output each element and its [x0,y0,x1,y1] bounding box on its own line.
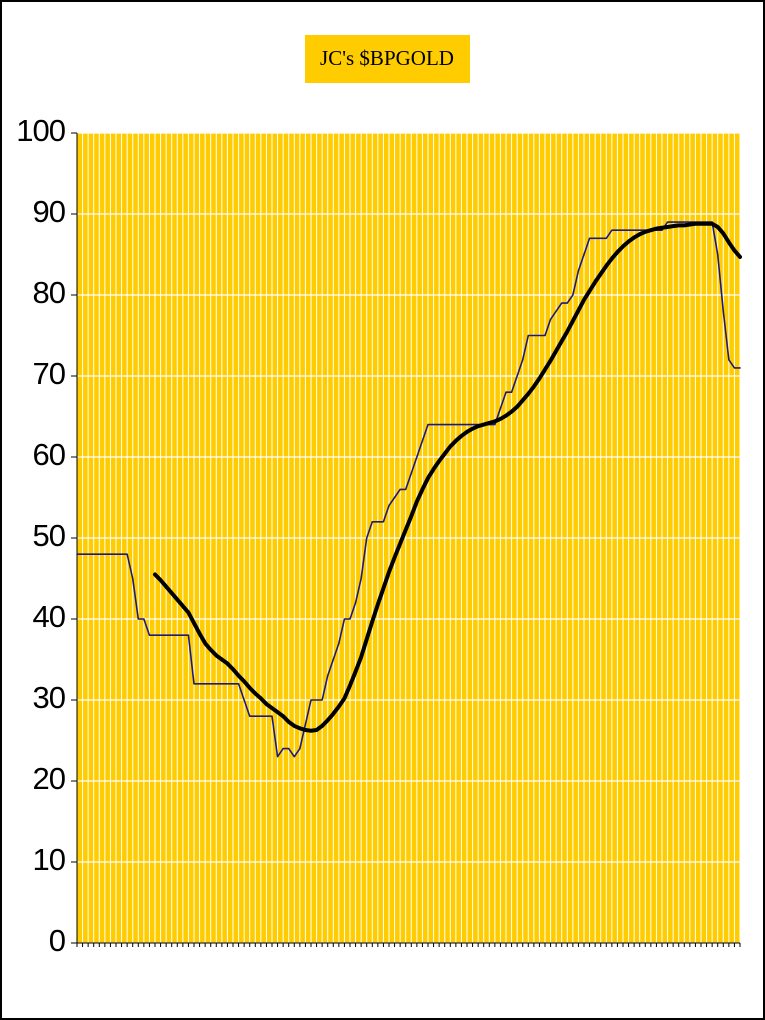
series-line [153,221,742,733]
series-line [76,221,741,758]
title-box [305,35,470,83]
y-tick-label: 0 [49,923,66,958]
y-tick-label: 10 [33,842,66,877]
y-tick-label: 90 [33,194,66,229]
y-tick-label: 40 [33,599,66,634]
chart-title: JC's $BPGOLD [320,46,454,70]
y-tick-label: 80 [33,275,66,310]
y-tick-label: 100 [16,113,65,148]
y-tick-label: 30 [33,680,66,715]
y-tick-label: 20 [33,761,66,796]
y-tick-label: 60 [33,437,66,472]
y-tick-label: 70 [33,356,66,391]
y-tick-label: 50 [33,518,66,553]
